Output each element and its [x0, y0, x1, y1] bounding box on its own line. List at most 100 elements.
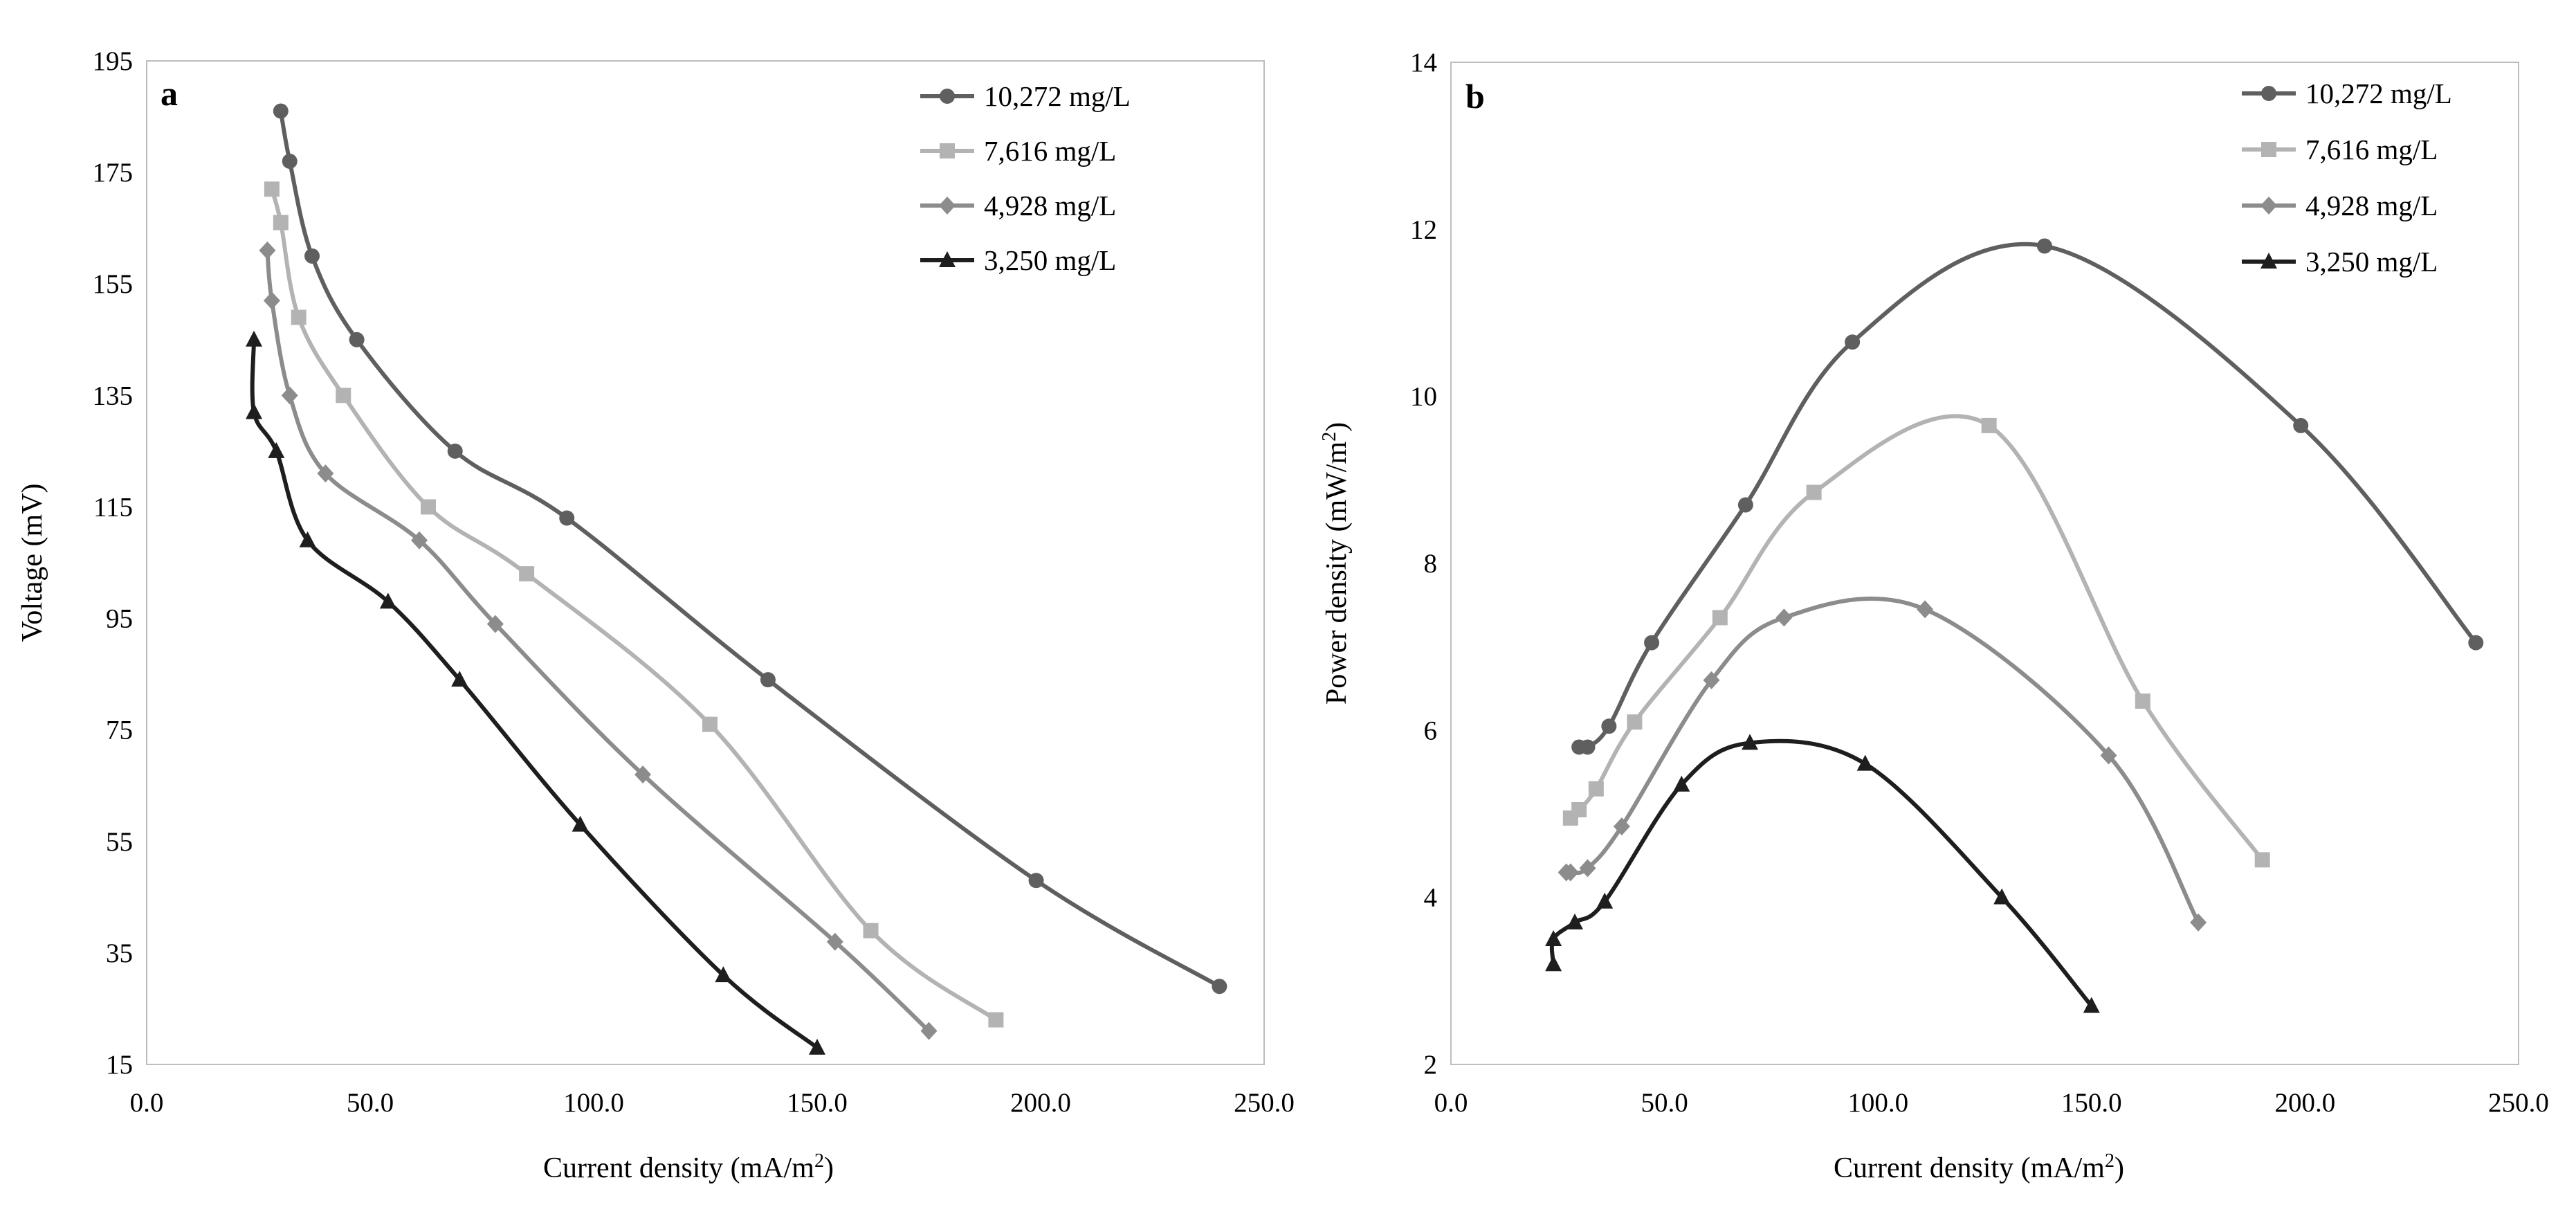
legend-swatch-marker-point-3 [939, 251, 956, 267]
x-tick-label: 100.0 [563, 1088, 624, 1118]
y-axis-ticks: 2 4 6 8 10 12 14 [1410, 48, 1437, 1080]
series-3-250-mg-l-point-2 [268, 442, 285, 458]
series-10-272-mg-l-point-8 [2468, 635, 2484, 651]
series-3-250-mg-l-point-5 [451, 671, 468, 687]
series-4-928-mg-l-point-6 [634, 765, 652, 784]
legend-item-10-272-mg-l: 10,272 mg/L [2242, 78, 2452, 109]
legend-swatch-marker-point-3 [2260, 253, 2277, 269]
series-7-616-mg-l-point-1 [1571, 801, 1587, 817]
series-10-272-mg-l-line [1577, 242, 2478, 751]
series-3-250-mg-l-point-6 [1856, 754, 1874, 771]
series-7-616-mg-l-point-5 [1806, 484, 1822, 500]
series-7-616-mg-l-point-6 [702, 716, 718, 732]
series-3-250-mg-l-point-7 [715, 966, 732, 983]
panel-label: b [1465, 77, 1485, 116]
voltage-chart-panel: a 15 35 55 75 95 115 135 155 175 195 0.0 50.0 100.0… [17, 46, 1295, 1184]
y-tick-label: 10 [1410, 382, 1437, 412]
series-7-616-mg-l-point-1 [273, 215, 289, 230]
series-4-928-mg-l-point-2 [281, 386, 298, 405]
x-tick-label: 150.0 [787, 1088, 848, 1118]
y-tick-label: 14 [1410, 48, 1437, 78]
series-4-928-mg-l-point-8 [920, 1022, 938, 1040]
y-tick-label: 95 [106, 604, 133, 634]
y-tick-label: 4 [1424, 883, 1438, 913]
series-4-928-mg-l-point-3 [317, 464, 334, 483]
legend-item-3-250-mg-l: 3,250 mg/L [920, 244, 1116, 276]
x-axis-title: Current density (mA/m2) [543, 1150, 834, 1184]
series-7-616-mg-l-point-7 [863, 923, 879, 938]
legend-label: 7,616 mg/L [984, 135, 1116, 167]
series-7-616-mg-l-point-0 [264, 181, 280, 197]
series-4-928-mg-l-point-2 [1579, 859, 1596, 878]
series-4-928-mg-l-line [265, 248, 931, 1033]
y-tick-label: 8 [1424, 549, 1438, 579]
series-4-928-mg-l-point-4 [1703, 671, 1720, 689]
series-10-272-mg-l-point-2 [1601, 718, 1617, 734]
legend-item-7-616-mg-l: 7,616 mg/L [920, 135, 1116, 167]
series-10-272-mg-l [1571, 238, 2484, 755]
series-3-250-mg-l-point-3 [299, 531, 316, 547]
series-7-616-mg-l-point-8 [988, 1012, 1004, 1028]
y-tick-label: 155 [93, 269, 134, 299]
series-3-250-mg-l-point-8 [2083, 997, 2100, 1013]
series-7-616-mg-l-point-2 [1588, 781, 1604, 797]
x-tick-label: 150.0 [2061, 1088, 2122, 1118]
y-tick-label: 2 [1424, 1050, 1438, 1080]
series-3-250-mg-l-point-1 [1545, 930, 1562, 946]
legend-item-3-250-mg-l: 3,250 mg/L [2242, 246, 2438, 278]
x-tick-label: 0.0 [130, 1088, 164, 1118]
x-tick-label: 50.0 [347, 1088, 394, 1118]
series-10-272-mg-l-point-1 [282, 154, 298, 169]
series-3-250-mg-l-point-4 [1673, 775, 1690, 792]
y-tick-label: 35 [106, 938, 133, 968]
x-tick-label: 250.0 [1234, 1088, 1295, 1118]
series-7-616-mg-l-point-2 [291, 309, 307, 325]
legend-label: 3,250 mg/L [984, 244, 1116, 276]
legend-item-10-272-mg-l: 10,272 mg/L [920, 80, 1131, 112]
y-tick-label: 12 [1410, 215, 1437, 244]
series-3-250-mg-l-point-6 [572, 815, 589, 832]
series-4-928-mg-l-point-7 [826, 932, 843, 951]
series-3-250-mg-l-point-2 [1566, 913, 1583, 929]
legend-label: 3,250 mg/L [2305, 246, 2438, 278]
series-10-272-mg-l-point-4 [447, 443, 463, 459]
y-tick-label: 55 [106, 827, 133, 857]
series-3-250-mg-l-point-0 [1545, 955, 1562, 972]
series-4-928-mg-l [1558, 596, 2207, 932]
series-7-616-mg-l-point-6 [1981, 417, 1997, 433]
legend-label: 4,928 mg/L [984, 190, 1116, 221]
legend-swatch-marker-point-1 [2261, 142, 2276, 157]
series-10-272-mg-l-point-4 [1737, 497, 1753, 513]
series-10-272-mg-l-point-1 [1580, 739, 1596, 755]
series-group [246, 103, 1227, 1055]
legend-item-7-616-mg-l: 7,616 mg/L [2242, 134, 2438, 165]
series-4-928-mg-l-line [1564, 596, 2201, 925]
y-axis-ticks: 15 35 55 75 95 115 135 155 175 195 [93, 46, 134, 1080]
series-4-928-mg-l-point-0 [259, 241, 276, 260]
series-7-616-mg-l-point-3 [1627, 714, 1643, 730]
y-tick-label: 6 [1424, 716, 1438, 745]
series-4-928-mg-l-point-1 [263, 291, 280, 310]
x-tick-label: 100.0 [1847, 1088, 1908, 1118]
series-10-272-mg-l-point-8 [1212, 979, 1227, 995]
y-tick-label: 75 [106, 716, 133, 745]
series-10-272-mg-l-point-2 [304, 248, 320, 264]
x-axis-ticks: 0.0 50.0 100.0 150.0 200.0 250.0 [130, 1088, 1295, 1118]
series-10-272-mg-l-point-6 [2036, 238, 2052, 254]
legend-item-4-928-mg-l: 4,928 mg/L [2242, 190, 2438, 221]
y-axis-title: Power density (mW/m2) [1319, 422, 1353, 705]
series-7-616-mg-l-point-4 [420, 499, 436, 515]
series-10-272-mg-l-point-5 [559, 510, 575, 526]
legend-item-4-928-mg-l: 4,928 mg/L [920, 190, 1116, 221]
series-3-250-mg-l-point-3 [1596, 892, 1614, 909]
series-7-616-mg-l [264, 181, 1004, 1028]
series-7-616-mg-l-point-3 [336, 388, 351, 403]
series-10-272-mg-l-point-7 [1028, 873, 1044, 889]
legend-label: 10,272 mg/L [2305, 78, 2452, 109]
plot-area [146, 60, 1265, 1065]
x-tick-label: 250.0 [2488, 1088, 2549, 1118]
x-tick-label: 200.0 [1010, 1088, 1071, 1118]
series-3-250-mg-l-point-8 [809, 1038, 825, 1055]
series-10-272-mg-l-point-3 [1644, 635, 1660, 651]
